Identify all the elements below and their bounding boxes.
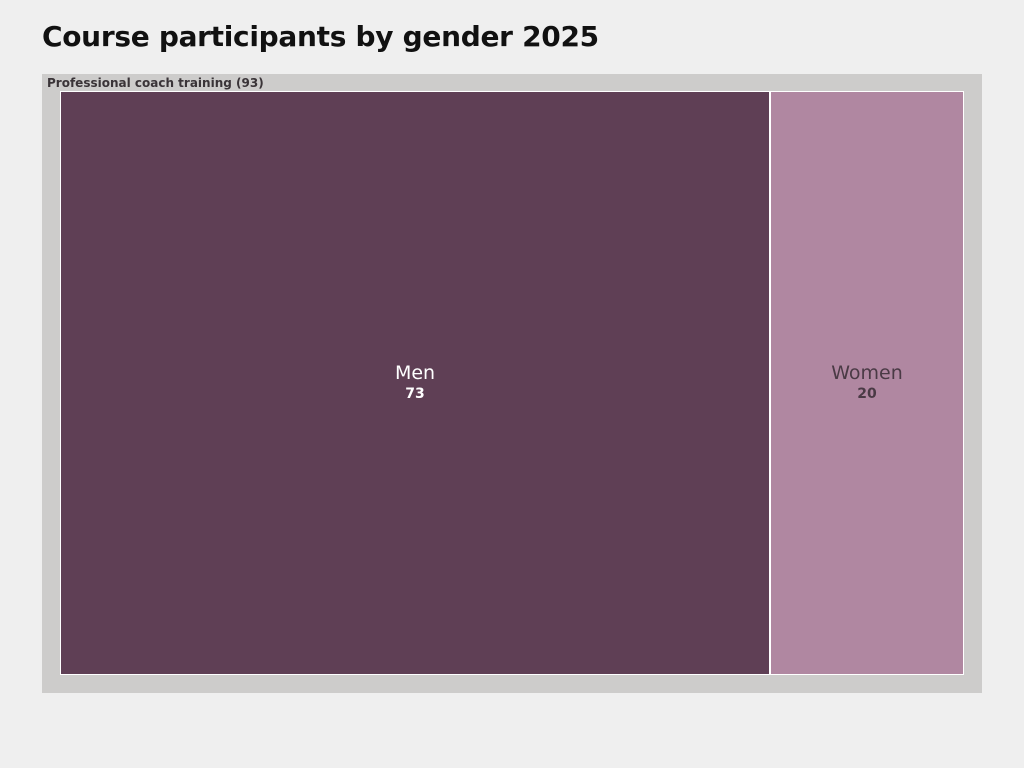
- treemap-chart: Professional coach training (93) Men 73 …: [42, 74, 982, 693]
- tile-women-label: Women: [831, 362, 903, 384]
- group-label: Professional coach training (93): [47, 76, 264, 90]
- treemap-plot-area: Men 73 Women 20: [60, 91, 964, 675]
- chart-title: Course participants by gender 2025: [42, 20, 599, 53]
- tile-women[interactable]: Women 20: [770, 91, 964, 675]
- tile-women-value: 20: [857, 386, 877, 402]
- tile-men-label: Men: [394, 362, 436, 384]
- tile-men-value: 73: [405, 386, 425, 402]
- tile-men[interactable]: Men 73: [60, 91, 770, 675]
